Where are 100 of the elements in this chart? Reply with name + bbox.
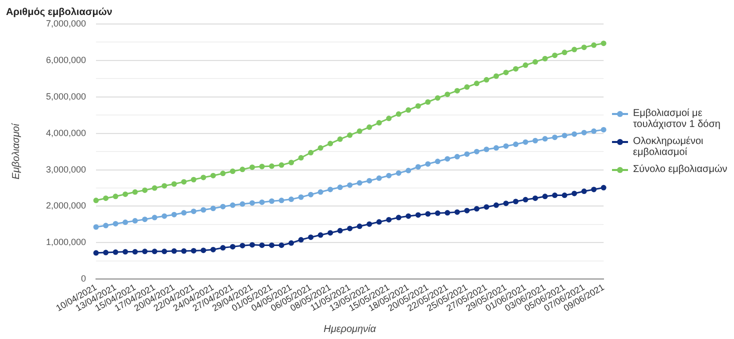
point: [356, 180, 362, 186]
point: [230, 168, 236, 174]
point: [396, 214, 402, 220]
point: [562, 50, 568, 56]
point: [591, 186, 597, 192]
point: [522, 196, 528, 202]
point: [474, 148, 480, 154]
point: [356, 224, 362, 230]
point: [581, 44, 587, 50]
point: [376, 219, 382, 225]
point: [328, 230, 334, 236]
point: [162, 248, 168, 254]
point: [181, 179, 187, 185]
point: [328, 186, 334, 192]
point: [308, 192, 314, 198]
point: [122, 249, 128, 255]
point: [572, 190, 578, 196]
point: [464, 84, 470, 90]
point: [308, 234, 314, 240]
point: [200, 207, 206, 213]
point: [484, 204, 490, 210]
point: [162, 183, 168, 189]
point: [249, 164, 255, 170]
point: [366, 178, 372, 184]
point: [240, 166, 246, 172]
y-tick-label: 1,000,000: [46, 237, 86, 248]
y-tick-label: 2,000,000: [46, 200, 86, 211]
point: [542, 194, 548, 200]
point: [434, 210, 440, 216]
point: [454, 154, 460, 160]
point: [434, 95, 440, 101]
y-tick-label: 4,000,000: [46, 128, 86, 138]
point: [581, 130, 587, 136]
point: [386, 116, 392, 122]
point: [288, 160, 294, 166]
point: [522, 139, 528, 145]
point: [396, 111, 402, 117]
point: [356, 128, 362, 134]
legend-label: Εμβολιασμοί με τουλάχιστον 1 δόση: [633, 108, 722, 130]
point: [200, 248, 206, 254]
point: [484, 146, 490, 152]
point: [318, 232, 324, 238]
point: [142, 248, 148, 254]
point: [112, 249, 118, 255]
point: [220, 204, 226, 210]
point: [464, 208, 470, 214]
point: [318, 189, 324, 195]
point: [366, 124, 372, 130]
point: [152, 214, 158, 220]
point: [181, 210, 187, 216]
point: [278, 242, 284, 248]
point: [396, 170, 402, 176]
point: [425, 99, 431, 105]
point: [200, 174, 206, 180]
point: [220, 170, 226, 176]
point: [503, 200, 509, 206]
point: [552, 192, 558, 198]
point: [542, 56, 548, 62]
point: [308, 150, 314, 156]
point: [474, 80, 480, 86]
point: [347, 226, 353, 232]
y-tick-label: 5,000,000: [46, 91, 86, 102]
point: [337, 228, 343, 234]
point: [181, 248, 187, 254]
point: [386, 172, 392, 178]
point: [376, 175, 382, 181]
point: [493, 145, 499, 151]
point: [142, 187, 148, 193]
point: [415, 164, 421, 170]
point: [532, 195, 538, 201]
point: [171, 212, 177, 218]
point: [474, 206, 480, 212]
legend-label: Ολοκληρωμένοι εμβολιασμοί: [633, 136, 704, 158]
point: [268, 242, 274, 248]
point: [190, 208, 196, 214]
point: [171, 181, 177, 187]
point: [162, 213, 168, 219]
point: [444, 92, 450, 98]
point: [376, 120, 382, 126]
point: [171, 248, 177, 254]
point: [112, 220, 118, 226]
point: [152, 248, 158, 254]
point: [142, 216, 148, 222]
point: [190, 176, 196, 182]
point: [103, 195, 109, 201]
point: [230, 244, 236, 250]
point: [493, 73, 499, 79]
point: [513, 66, 519, 72]
point: [542, 136, 548, 142]
point: [278, 162, 284, 168]
point: [103, 222, 109, 228]
point: [298, 155, 304, 161]
point: [268, 198, 274, 204]
y-axis-title: Εμβολιασμοί: [10, 122, 22, 180]
point: [454, 209, 460, 215]
point: [112, 194, 118, 200]
point: [591, 42, 597, 48]
point: [484, 77, 490, 83]
point: [122, 220, 128, 226]
point: [278, 198, 284, 204]
